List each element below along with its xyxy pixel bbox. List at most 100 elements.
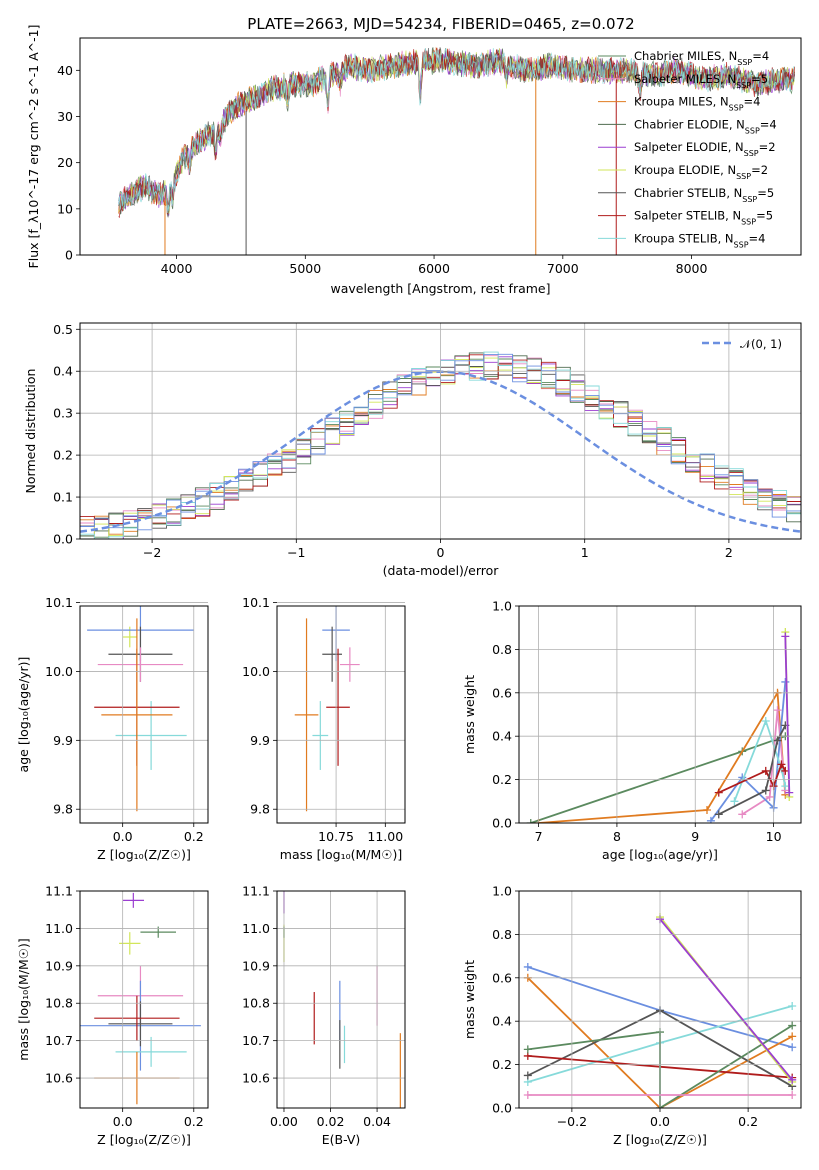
x-tick-label: −1 xyxy=(287,545,305,560)
y-axis-label: mass weight xyxy=(462,675,477,754)
chart-marks xyxy=(87,606,194,812)
axes-frame xyxy=(276,605,406,824)
weight-marker xyxy=(788,1032,797,1041)
x-axis-label: wavelength [Angstrom, rest frame] xyxy=(330,281,550,296)
x-axis-label: Z [log₁₀(Z/Z☉)] xyxy=(613,1132,707,1147)
weight-marker xyxy=(765,792,774,801)
weight-line xyxy=(718,724,787,816)
weight-marker xyxy=(714,810,723,819)
axes-frame xyxy=(79,37,802,256)
x-axis-label: mass [log₁₀(M/M☉)] xyxy=(280,847,402,862)
chart-marks xyxy=(294,606,360,812)
y-tick-label: 10.0 xyxy=(242,664,270,679)
spectrum-line xyxy=(118,47,795,219)
x-tick-label: −2 xyxy=(143,545,161,560)
weight-marker xyxy=(788,1002,797,1011)
y-tick-label: 10.1 xyxy=(242,595,270,610)
weight-marker xyxy=(526,819,535,823)
y-tick-label: 0.4 xyxy=(53,364,73,379)
y-tick-label: 0.2 xyxy=(492,1057,512,1072)
x-tick-label: 2 xyxy=(725,545,733,560)
y-tick-label: 9.9 xyxy=(53,733,73,748)
weight-marker xyxy=(773,706,782,715)
x-axis-label: E(B-V) xyxy=(322,1132,361,1147)
y-tick-label: 0.4 xyxy=(492,1014,512,1029)
weight-marker xyxy=(777,760,786,769)
weight-marker xyxy=(761,766,770,775)
chart-spectrum: 4000 5000 6000 7000 8000 0 10 20 30 40 Chabrier MI… xyxy=(26,25,802,296)
legend-label: Salpeter STELIB, NSSP=5 xyxy=(634,209,773,227)
y-tick-label: 0.8 xyxy=(492,642,512,657)
y-tick-label: 0.5 xyxy=(53,322,73,337)
y-tick-label: 10.8 xyxy=(45,996,73,1011)
y-tick-label: 10.8 xyxy=(242,996,270,1011)
chart-mass_vs_extinction: 0.00 0.02 0.04 10.6 10.7 10.8 10.9 11.0 11.1 E(B-… xyxy=(242,884,406,1147)
x-tick-label: 1 xyxy=(581,545,589,560)
y-tick-label: 11.0 xyxy=(45,921,73,936)
x-axis-label: Z [log₁₀(Z/Z☉)] xyxy=(97,847,191,862)
legend-label: Chabrier MILES, NSSP=4 xyxy=(634,49,769,67)
x-tick-label: 4000 xyxy=(161,261,193,276)
y-tick-label: 10.7 xyxy=(242,1033,270,1048)
x-tick-label: 8 xyxy=(613,829,621,844)
chart-weight_vs_metallicity: −0.2 0.0 0.2 0.0 0.2 0.4 0.6 0.8 1.0 Z [log₁₀(Z/Z… xyxy=(462,884,802,1147)
y-tick-label: 0.8 xyxy=(492,927,512,942)
y-axis-label: age [log₁₀(age/yr)] xyxy=(16,657,31,773)
y-tick-label: 40 xyxy=(57,63,73,78)
legend-label: Kroupa STELIB, NSSP=4 xyxy=(634,231,765,249)
weight-marker xyxy=(788,1021,797,1030)
legend-label: Kroupa ELODIE, NSSP=2 xyxy=(634,163,768,181)
weight-marker xyxy=(781,632,790,641)
weight-marker xyxy=(785,788,794,797)
y-tick-label: 10 xyxy=(57,201,73,216)
y-tick-label: 0.0 xyxy=(492,1101,512,1116)
y-tick-label: 0.2 xyxy=(492,772,512,787)
x-tick-label: 8000 xyxy=(676,261,708,276)
x-tick-label: 11.00 xyxy=(367,829,403,844)
y-tick-label: 0.6 xyxy=(492,970,512,985)
legend: Chabrier MILES, NSSP=4 Salpeter MILES, NS… xyxy=(598,49,777,249)
y-tick-label: 9.9 xyxy=(250,733,270,748)
weight-line xyxy=(659,918,793,1081)
x-tick-label: 0.0 xyxy=(650,1114,670,1129)
weight-marker xyxy=(738,810,747,819)
y-tick-label: 10.6 xyxy=(45,1071,73,1086)
x-tick-label: 0.04 xyxy=(363,1114,391,1129)
chart-residuals: −2 −1 0 1 2 0.0 0.1 0.2 0.3 0.4 0.5 𝒩(0, 1) (data-mo… xyxy=(23,322,802,578)
x-axis-label: (data-model)/error xyxy=(383,563,500,578)
weight-marker xyxy=(730,797,739,806)
axes-frame xyxy=(79,890,209,1109)
chart-mass_vs_metallicity: 0.0 0.2 10.6 10.7 10.8 10.9 11.0 11.1 Z [log₁₀(Z… xyxy=(16,884,209,1147)
x-axis-label: age [log₁₀(age/yr)] xyxy=(602,847,718,862)
y-tick-label: 9.8 xyxy=(250,802,270,817)
x-tick-label: 0.0 xyxy=(113,829,133,844)
weight-marker xyxy=(781,677,790,686)
weight-marker xyxy=(761,786,770,795)
y-tick-label: 10.1 xyxy=(45,595,73,610)
y-axis-label: mass weight xyxy=(462,960,477,1039)
x-tick-label: 0.02 xyxy=(317,1114,345,1129)
x-tick-label: 0.2 xyxy=(184,829,204,844)
weight-marker xyxy=(781,782,790,791)
y-tick-label: 0.2 xyxy=(53,448,73,463)
legend-label: Chabrier STELIB, NSSP=5 xyxy=(634,186,774,204)
y-tick-label: 10.9 xyxy=(242,958,270,973)
weight-marker xyxy=(788,1090,797,1099)
x-tick-label: 6000 xyxy=(418,261,450,276)
y-axis-label: Flux [f_λ10^-17 erg cm^-2 s^-1 A^-1] xyxy=(26,25,41,269)
y-tick-label: 11.1 xyxy=(45,884,73,899)
x-tick-label: 0 xyxy=(437,545,445,560)
weight-marker xyxy=(773,736,782,745)
x-tick-label: 0.0 xyxy=(113,1114,133,1129)
y-tick-label: 1.0 xyxy=(492,599,512,614)
y-tick-label: 9.8 xyxy=(53,802,73,817)
y-tick-label: 1.0 xyxy=(492,884,512,899)
x-tick-label: 0.00 xyxy=(270,1114,298,1129)
x-tick-label: 9 xyxy=(691,829,699,844)
y-tick-label: 0.4 xyxy=(492,729,512,744)
x-tick-label: −0.2 xyxy=(557,1114,587,1129)
x-tick-label: 10 xyxy=(766,829,782,844)
y-axis-label: mass [log₁₀(M/M☉)] xyxy=(16,938,31,1060)
